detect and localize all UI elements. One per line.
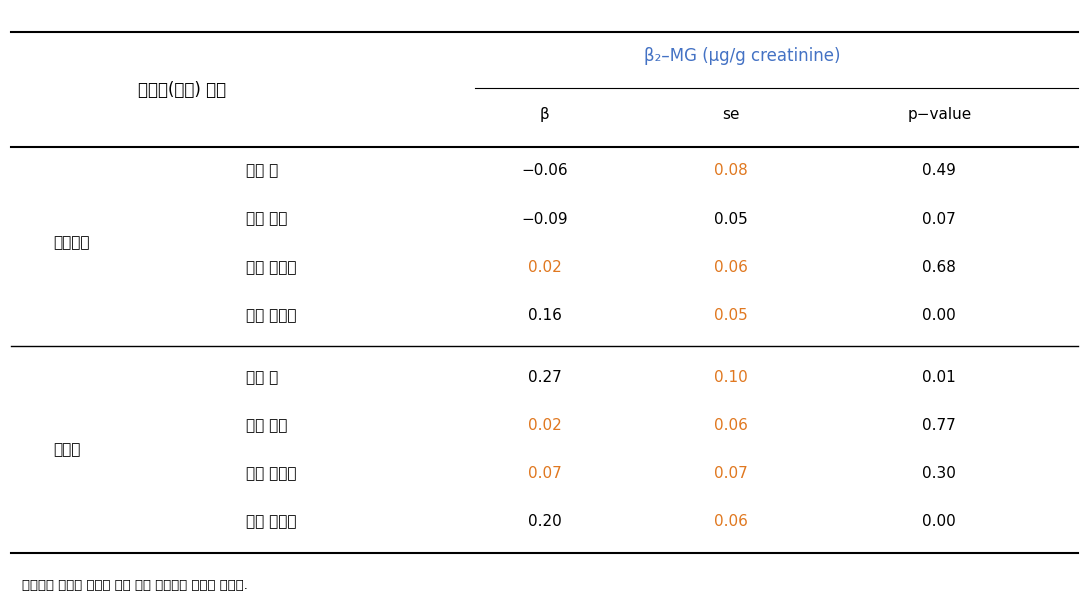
Text: 0.10: 0.10 [714, 370, 748, 385]
Text: 0.20: 0.20 [528, 515, 561, 530]
Text: 0.07: 0.07 [528, 467, 561, 482]
Text: β₂–MG (μg/g creatinine): β₂–MG (μg/g creatinine) [644, 47, 841, 65]
Text: 0.49: 0.49 [922, 164, 956, 179]
Text: 대도시: 대도시 [53, 442, 81, 457]
Text: 0.27: 0.27 [528, 370, 561, 385]
Text: 혁중 납: 혁중 납 [246, 370, 278, 385]
Text: 0.07: 0.07 [922, 211, 956, 226]
Text: 0.01: 0.01 [922, 370, 956, 385]
Text: 기타도시: 기타도시 [53, 235, 90, 250]
Text: 0.05: 0.05 [714, 308, 748, 323]
Text: 중금속과 신기능 수치는 자연 로그 변환하여 모형에 적용함.: 중금속과 신기능 수치는 자연 로그 변환하여 모형에 적용함. [22, 579, 247, 592]
Text: 0.06: 0.06 [714, 515, 748, 530]
Text: 0.00: 0.00 [922, 308, 956, 323]
Text: 0.00: 0.00 [922, 515, 956, 530]
Text: 0.02: 0.02 [528, 418, 561, 433]
Text: 도시성(지역) 층화: 도시성(지역) 층화 [137, 81, 225, 99]
Text: −0.09: −0.09 [522, 211, 567, 226]
Text: β: β [540, 107, 549, 122]
Text: 0.08: 0.08 [714, 164, 748, 179]
Text: 0.30: 0.30 [922, 467, 956, 482]
Text: 0.06: 0.06 [714, 260, 748, 275]
Text: p−value: p−value [907, 107, 971, 122]
Text: 0.16: 0.16 [527, 308, 562, 323]
Text: 0.07: 0.07 [714, 467, 748, 482]
Text: 0.77: 0.77 [922, 418, 956, 433]
Text: 혁중 카드름: 혁중 카드름 [246, 260, 296, 275]
Text: 0.06: 0.06 [714, 418, 748, 433]
Text: −0.06: −0.06 [522, 164, 567, 179]
Text: 혁중 납: 혁중 납 [246, 164, 278, 179]
Text: 0.02: 0.02 [528, 260, 561, 275]
Text: 혁중 수은: 혁중 수은 [246, 211, 287, 226]
Text: 0.68: 0.68 [922, 260, 956, 275]
Text: 요중 카드름: 요중 카드름 [246, 308, 296, 323]
Text: 혁중 수은: 혁중 수은 [246, 418, 287, 433]
Text: 요중 카드름: 요중 카드름 [246, 515, 296, 530]
Text: 혁중 카드름: 혁중 카드름 [246, 467, 296, 482]
Text: se: se [722, 107, 741, 122]
Text: 0.05: 0.05 [714, 211, 748, 226]
